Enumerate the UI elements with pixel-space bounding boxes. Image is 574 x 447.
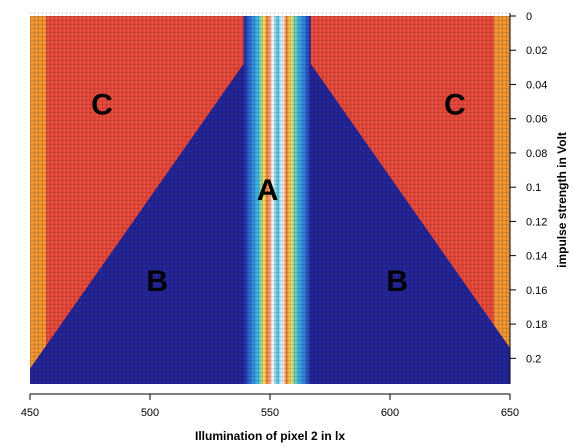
- y-tick-label: 0: [526, 11, 532, 23]
- y-tick-label: 0.2: [526, 353, 541, 365]
- y-tick-label: 0.04: [526, 79, 547, 91]
- region-labels: A B B C C: [91, 89, 465, 298]
- x-axis: 450 500 550 600 650: [21, 393, 519, 419]
- y-tick-label: 0.02: [526, 45, 547, 57]
- x-tick-label: 650: [501, 407, 519, 419]
- region-label-c: C: [444, 89, 466, 122]
- y-tick-label: 0.16: [526, 285, 547, 297]
- x-tick-label: 450: [21, 407, 39, 419]
- y-tick-label: 0.1: [526, 182, 541, 194]
- plot-area: [30, 16, 510, 384]
- x-tick-label: 550: [261, 407, 279, 419]
- region-label-a: A: [257, 174, 279, 207]
- y-axis: 0 0.02 0.04 0.06 0.08 0.1 0.12 0.14 0.16 0.18 0.2: [509, 11, 547, 384]
- y-axis-label: impulse strength in Volt: [555, 132, 569, 268]
- region-label-b: B: [386, 265, 408, 298]
- y-tick-label: 0.06: [526, 114, 547, 126]
- region-label-c: C: [91, 89, 113, 122]
- y-tick-label: 0.14: [526, 251, 547, 263]
- region-label-b: B: [146, 265, 168, 298]
- x-tick-label: 600: [381, 407, 399, 419]
- y-tick-label: 0.12: [526, 216, 547, 228]
- x-axis-label: Illumination of pixel 2 in lx: [195, 429, 345, 443]
- x-tick-label: 500: [141, 407, 159, 419]
- y-tick-label: 0.08: [526, 148, 547, 160]
- grid-overlay: [30, 16, 510, 384]
- y-tick-label: 0.18: [526, 319, 547, 331]
